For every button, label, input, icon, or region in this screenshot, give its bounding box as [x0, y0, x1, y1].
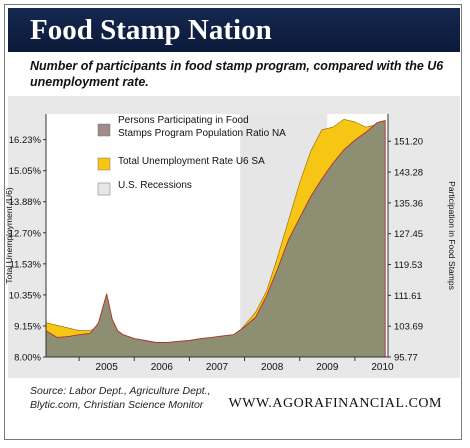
- y2-tick-label: 135.36: [394, 198, 423, 209]
- y2-tick-label: 103.69: [394, 322, 423, 333]
- x-tick-label: 2009: [316, 362, 339, 373]
- legend-swatch-food-stamp: [97, 123, 111, 137]
- y-axis-label: Total Unemployment (U6): [4, 187, 14, 284]
- y-tick-label: 15.05%: [9, 166, 42, 177]
- y2-tick-label: 127.45: [394, 229, 423, 240]
- legend-label-recession: U.S. Recessions: [118, 180, 192, 191]
- legend-label-food-stamp: Stamps Program Population Ratio NA: [118, 128, 286, 139]
- x-tick-label: 2010: [371, 362, 394, 373]
- x-tick-label: 2006: [151, 362, 174, 373]
- y-tick-label: 9.15%: [14, 321, 41, 332]
- y2-axis-label: Participation in Food Stamps: [447, 181, 457, 290]
- chart-title: Food Stamp Nation: [30, 14, 272, 46]
- y2-tick-label: 151.20: [394, 137, 423, 148]
- y-tick-label: 12.70%: [9, 228, 42, 239]
- y-tick-label: 11.53%: [9, 259, 41, 270]
- food-stamp-area: [45, 120, 386, 358]
- x-tick-label: 2008: [261, 362, 284, 373]
- y-tick-label: 10.35%: [9, 290, 42, 301]
- y2-tick-label: 143.28: [394, 168, 423, 179]
- y-tick-label: 8.00%: [14, 353, 41, 364]
- y2-tick-label: 119.53: [394, 260, 422, 271]
- legend-swatch-unemployment: [97, 157, 111, 171]
- legend-swatch-recession: [97, 182, 111, 196]
- legend-label-food-stamp: Persons Participating in Food: [118, 115, 249, 126]
- chart-subtitle: Number of participants in food stamp pro…: [30, 59, 444, 89]
- title-banner: Food Stamp Nation: [8, 8, 460, 52]
- y-tick-label: 16.23%: [9, 135, 42, 146]
- x-tick-label: 2007: [206, 362, 229, 373]
- x-tick-label: 2005: [96, 362, 119, 373]
- legend-label-unemployment: Total Unemployment Rate U6 SA: [118, 156, 265, 167]
- y-tick-label: 13.88%: [9, 197, 42, 208]
- y2-tick-label: 95.77: [394, 353, 418, 364]
- source-note: Source: Labor Dept., Agriculture Dept., …: [30, 385, 211, 411]
- y2-tick-label: 111.61: [394, 291, 422, 302]
- site-url: WWW.AGORAFINANCIAL.COM: [228, 396, 442, 411]
